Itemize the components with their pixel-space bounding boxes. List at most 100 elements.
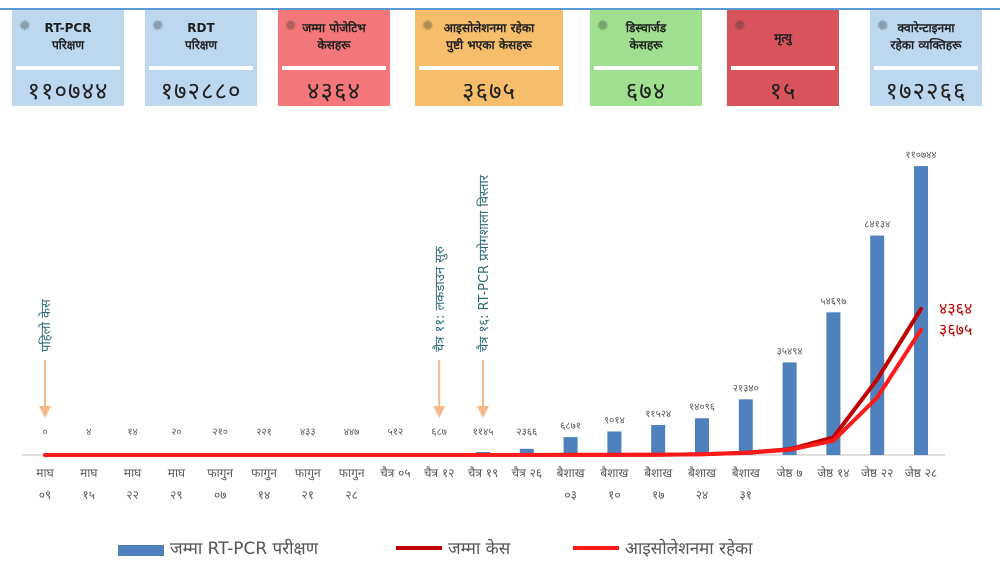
- stat-card-divider: [594, 66, 698, 70]
- stat-card-title: RT-PCR परिक्षण: [16, 20, 120, 54]
- stat-card-title: डिस्चार्जड केसहरू: [594, 20, 698, 54]
- annotation-arrow-head: [39, 406, 51, 418]
- x-tick-label-line2: २९: [170, 488, 182, 502]
- x-tick-label-line1: फागुन: [295, 466, 321, 481]
- stat-card-divider: [731, 66, 835, 70]
- bar-data-label: १४: [127, 427, 137, 438]
- x-tick-label-line1: बैशाख: [688, 466, 716, 480]
- bar-data-label: ८४१३४: [864, 220, 890, 231]
- stat-card-title-line1: डिस्चार्जड: [625, 21, 667, 35]
- bar-data-label: ०: [42, 427, 47, 438]
- legend-swatch-total-cases: [396, 546, 442, 550]
- bar-data-label: ६८७१: [560, 421, 581, 432]
- stat-card: ✹ डिस्चार्जड केसहरू ६७४: [590, 10, 702, 106]
- bar-data-label: २१०: [212, 427, 228, 438]
- bar: [651, 424, 666, 455]
- x-tick-label-line2: १०: [608, 488, 620, 502]
- x-tick-label-line2: १४: [258, 488, 270, 502]
- x-tick-label-line1: माघ: [80, 466, 98, 480]
- x-tick-label-line1: माघ: [124, 466, 142, 480]
- stat-card-title-line1: RT-PCR: [44, 21, 92, 35]
- bar-data-label: २३६६: [516, 427, 537, 438]
- stat-card-title-line2: केसहरू: [317, 38, 351, 52]
- bar-data-label: १४०९६: [689, 402, 715, 413]
- x-tick-label-line1: चैत्र २६: [512, 466, 543, 480]
- virus-icon: ✹: [596, 16, 610, 35]
- stat-card: ✹ जम्मा पोजेटिभ केसहरू ४३६४: [278, 10, 390, 106]
- annotation-text: पहिलो केस: [38, 299, 54, 352]
- legend-label-tests: जम्मा RT-PCR परीक्षण: [170, 539, 319, 559]
- x-tick-label-line2: २१: [302, 488, 314, 502]
- x-tick-label-line2: २४: [696, 488, 708, 502]
- stat-card-title-line1: आइसोलेशनमा रहेका: [443, 21, 535, 35]
- stat-card-title-line1: क्वारेन्टाइनमा: [897, 21, 955, 35]
- stat-card-title-line1: RDT: [187, 21, 215, 35]
- stat-card: ✹ RDT परिक्षण १७२८८०: [145, 10, 257, 106]
- x-tick-label-line1: बैशाख: [732, 466, 760, 480]
- bar-data-label: २२१: [256, 427, 272, 438]
- bar-data-label: ११५२४: [645, 409, 671, 420]
- bar: [519, 448, 534, 455]
- legend-swatch-tests: [118, 545, 164, 556]
- virus-icon: ✹: [284, 16, 298, 35]
- stat-card-value: १७२८८०: [160, 77, 242, 105]
- x-tick-label-line1: माघ: [168, 466, 186, 480]
- bar-data-label: २१३४०: [733, 383, 759, 394]
- x-tick-label-line2: १७: [652, 488, 664, 502]
- bar: [738, 399, 753, 455]
- stat-card-title: जम्मा पोजेटिभ केसहरू: [282, 20, 386, 54]
- covid-chart: ० ४ १४ २० २१० २२१ ४३३ ४४७ ५१२ ६८७ ११४५ २३६६ ६८७१ ९०१४…: [22, 150, 972, 502]
- x-tick-label-line2: ०७: [214, 488, 226, 502]
- bar-data-label: ११४५: [473, 427, 494, 438]
- x-tick-label-line1: फागुन: [207, 466, 233, 481]
- stat-card-divider: [419, 66, 559, 70]
- legend-label-total-cases: जम्मा केस: [448, 539, 511, 559]
- x-tick-label-line2: ३१: [740, 488, 752, 502]
- stat-card: ✹ क्वारेन्टाइनमा रहेका व्यक्तिहरू १७२२६६: [870, 10, 982, 106]
- x-tick-label-line1: चैत्र १२: [424, 466, 455, 480]
- stat-card-value: १७२२६६: [885, 77, 967, 105]
- virus-icon: ✹: [151, 16, 165, 35]
- bar: [870, 235, 885, 455]
- line-isolation: [43, 327, 923, 457]
- bar-data-label: २०: [171, 427, 181, 438]
- bar: [607, 431, 622, 455]
- bar-data-label: ४४७: [344, 427, 360, 438]
- bar-data-label: ११०७४४: [905, 150, 936, 161]
- bar-data-label: ३५४९४: [777, 346, 803, 357]
- stat-card-value: ११०७४४: [27, 77, 109, 105]
- stat-card-value: १५: [769, 77, 797, 105]
- top-border-line: [0, 8, 1000, 10]
- stat-card-value: ३६७५: [462, 77, 516, 105]
- x-tick-label-line1: जेष्ठ १४: [817, 466, 849, 480]
- x-tick-label-line1: फागुन: [251, 466, 277, 481]
- stat-card: ✹ आइसोलेशनमा रहेका पुष्टी भएका केसहरू ३६७५: [415, 10, 563, 106]
- stat-card-divider: [282, 66, 386, 70]
- annotation-arrow-head: [477, 406, 489, 418]
- virus-icon: ✹: [18, 16, 32, 35]
- bar-data-label: ९०१४: [604, 415, 625, 426]
- bar-data-label: ५४६९७: [820, 296, 846, 307]
- stat-card-title: RDT परिक्षण: [149, 20, 253, 54]
- stat-card-title-line2: केसहरू: [629, 38, 663, 52]
- bar-data-label: ४: [86, 427, 91, 438]
- x-tick-label-line2: ०९: [39, 488, 51, 502]
- stat-card-title: मृत्यु: [731, 30, 835, 47]
- stat-card: ✹ RT-PCR परिक्षण ११०७४४: [12, 10, 124, 106]
- x-tick-label-line1: फागुन: [339, 466, 365, 481]
- x-tick-label-line1: बैशाख: [644, 466, 672, 480]
- stat-card-value: ४३६४: [307, 77, 361, 105]
- x-tick-label-line1: जेष्ठ २८: [905, 466, 937, 480]
- line-isolation-end-label: ३६७५: [939, 320, 972, 339]
- annotation-arrow-head: [433, 406, 446, 418]
- bar: [563, 437, 578, 455]
- x-tick-label-line2: २८: [345, 488, 357, 502]
- stat-card-title-line2: पुष्टी भएका केसहरू: [446, 38, 532, 52]
- x-tick-label-line1: माघ: [36, 466, 54, 480]
- x-tick-label-line2: २२: [126, 488, 138, 502]
- stat-card: ✹ मृत्यु १५: [727, 10, 839, 106]
- stat-card-title-line2: परिक्षण: [184, 38, 218, 52]
- bar-data-label: ५१२: [388, 427, 404, 438]
- chart-legend: जम्मा RT-PCR परीक्षण जम्मा केस आइसोलेशनम…: [118, 536, 818, 560]
- stat-card-divider: [149, 66, 253, 70]
